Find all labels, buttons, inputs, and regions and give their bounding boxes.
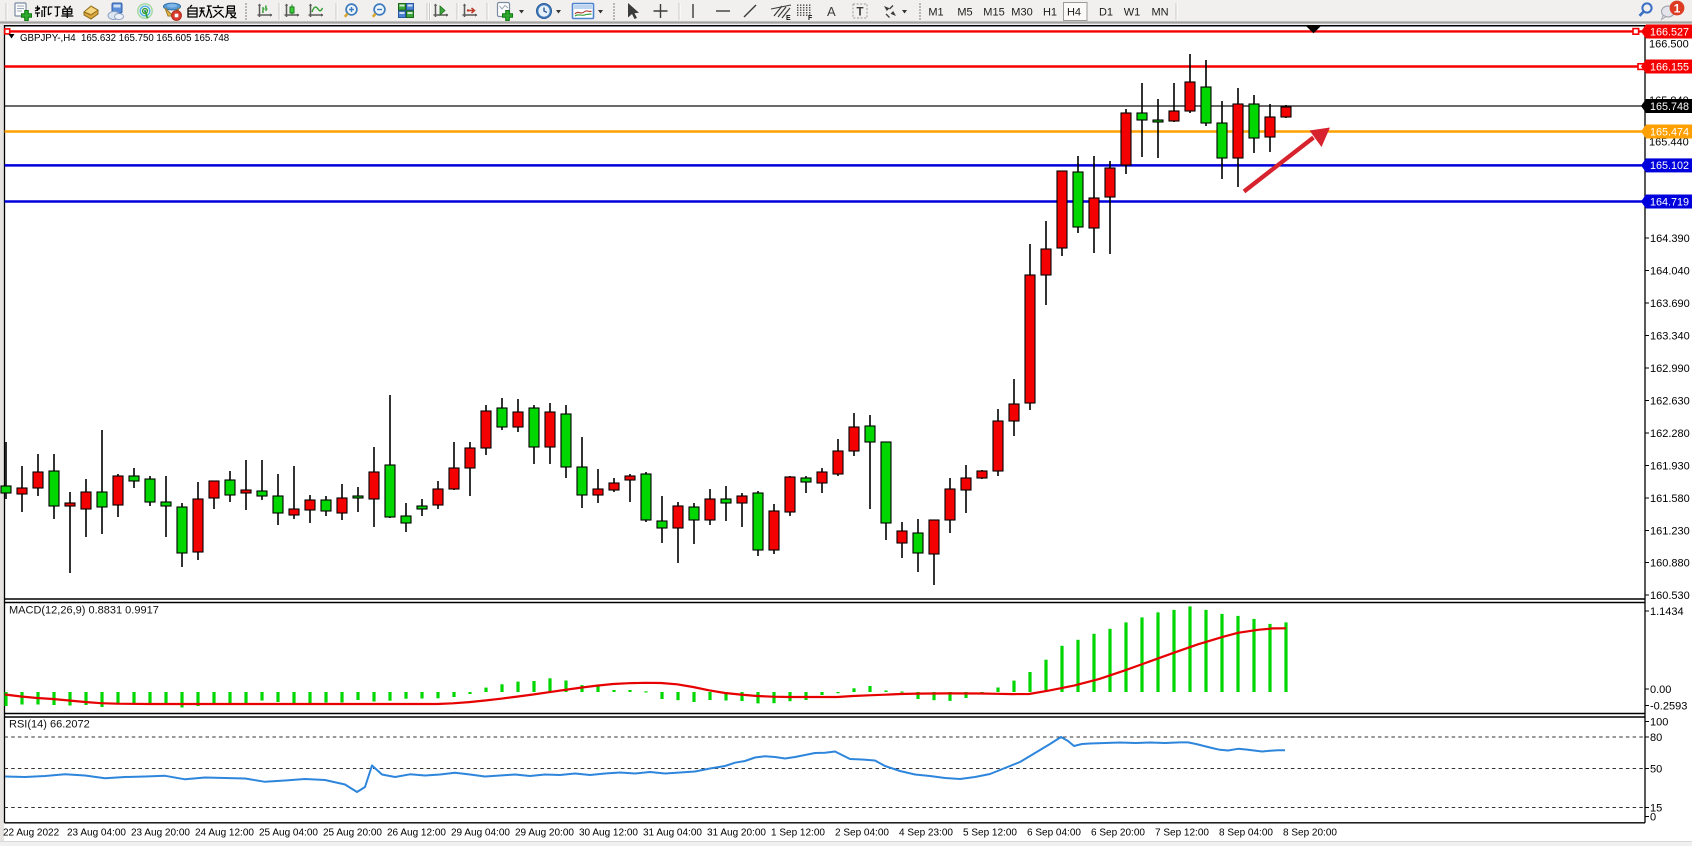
svg-text:1: 1 xyxy=(1674,1,1681,15)
svg-text:D1: D1 xyxy=(1099,7,1113,19)
svg-text:166.500: 166.500 xyxy=(1649,39,1689,51)
svg-text:31 Aug 04:00: 31 Aug 04:00 xyxy=(643,828,702,839)
svg-text:23 Aug 20:00: 23 Aug 20:00 xyxy=(131,828,190,839)
svg-text:29 Aug 04:00: 29 Aug 04:00 xyxy=(451,828,510,839)
svg-text:8 Sep 04:00: 8 Sep 04:00 xyxy=(1219,828,1273,839)
svg-text:MN: MN xyxy=(1151,7,1168,19)
svg-text:162.280: 162.280 xyxy=(1650,428,1690,440)
svg-text:24 Aug 12:00: 24 Aug 12:00 xyxy=(195,828,254,839)
svg-text:161.580: 161.580 xyxy=(1650,493,1690,505)
svg-text:M1: M1 xyxy=(928,7,943,19)
svg-text:GBPJPY-,H4 165.632 165.750 16: GBPJPY-,H4 165.632 165.750 165.605 165.7… xyxy=(20,33,229,44)
svg-text:165.102: 165.102 xyxy=(1650,160,1689,172)
svg-text:1.1434: 1.1434 xyxy=(1650,606,1684,618)
svg-text:161.230: 161.230 xyxy=(1650,526,1690,538)
svg-text:M15: M15 xyxy=(983,7,1004,19)
svg-text:25 Aug 20:00: 25 Aug 20:00 xyxy=(323,828,382,839)
svg-text:50: 50 xyxy=(1650,764,1662,776)
svg-text:160.880: 160.880 xyxy=(1650,558,1690,570)
svg-text:163.690: 163.690 xyxy=(1650,298,1690,310)
svg-text:F: F xyxy=(808,15,813,22)
svg-text:166.155: 166.155 xyxy=(1650,61,1689,73)
svg-text:E: E xyxy=(786,15,791,22)
svg-text:162.630: 162.630 xyxy=(1650,396,1690,408)
svg-text:31 Aug 20:00: 31 Aug 20:00 xyxy=(707,828,766,839)
svg-text:29 Aug 20:00: 29 Aug 20:00 xyxy=(515,828,574,839)
svg-text:15: 15 xyxy=(1650,803,1662,815)
svg-text:165.474: 165.474 xyxy=(1650,126,1689,138)
svg-text:162.990: 162.990 xyxy=(1650,363,1690,375)
svg-text:6 Sep 20:00: 6 Sep 20:00 xyxy=(1091,828,1145,839)
svg-text:166.527: 166.527 xyxy=(1650,26,1689,38)
svg-text:0: 0 xyxy=(1650,812,1656,824)
svg-text:22 Aug 2022: 22 Aug 2022 xyxy=(3,828,60,839)
svg-text:164.390: 164.390 xyxy=(1650,233,1690,245)
svg-text:8 Sep 20:00: 8 Sep 20:00 xyxy=(1283,828,1337,839)
svg-text:25 Aug 04:00: 25 Aug 04:00 xyxy=(259,828,318,839)
svg-text:M30: M30 xyxy=(1011,7,1032,19)
svg-text:23 Aug 04:00: 23 Aug 04:00 xyxy=(67,828,126,839)
svg-text:H4: H4 xyxy=(1067,7,1081,19)
svg-text:6 Sep 04:00: 6 Sep 04:00 xyxy=(1027,828,1081,839)
svg-text:-0.2593: -0.2593 xyxy=(1650,701,1687,713)
svg-text:0.00: 0.00 xyxy=(1650,684,1671,696)
svg-text:7 Sep 12:00: 7 Sep 12:00 xyxy=(1155,828,1209,839)
svg-text:164.719: 164.719 xyxy=(1650,196,1689,208)
svg-text:MACD(12,26,9) 0.8831 0.9917: MACD(12,26,9) 0.8831 0.9917 xyxy=(9,605,159,617)
svg-text:1 Sep 12:00: 1 Sep 12:00 xyxy=(771,828,825,839)
svg-text:W1: W1 xyxy=(1124,7,1141,19)
svg-text:161.930: 161.930 xyxy=(1650,461,1690,473)
svg-text:T: T xyxy=(857,7,864,19)
svg-text:2 Sep 04:00: 2 Sep 04:00 xyxy=(835,828,889,839)
svg-text:RSI(14) 66.2072: RSI(14) 66.2072 xyxy=(9,719,90,731)
svg-text:A: A xyxy=(827,4,836,19)
svg-text:M5: M5 xyxy=(957,7,972,19)
svg-text:5 Sep 12:00: 5 Sep 12:00 xyxy=(963,828,1017,839)
svg-text:160.530: 160.530 xyxy=(1650,590,1690,602)
svg-text:4 Sep 23:00: 4 Sep 23:00 xyxy=(899,828,953,839)
svg-text:164.040: 164.040 xyxy=(1650,266,1690,278)
svg-text:163.340: 163.340 xyxy=(1650,331,1690,343)
svg-text:30 Aug 12:00: 30 Aug 12:00 xyxy=(579,828,638,839)
svg-text:80: 80 xyxy=(1650,732,1662,744)
svg-text:100: 100 xyxy=(1650,717,1668,729)
svg-text:26 Aug 12:00: 26 Aug 12:00 xyxy=(387,828,446,839)
svg-text:H1: H1 xyxy=(1043,7,1057,19)
svg-text:165.748: 165.748 xyxy=(1650,101,1689,113)
svg-text:165.440: 165.440 xyxy=(1649,137,1689,149)
